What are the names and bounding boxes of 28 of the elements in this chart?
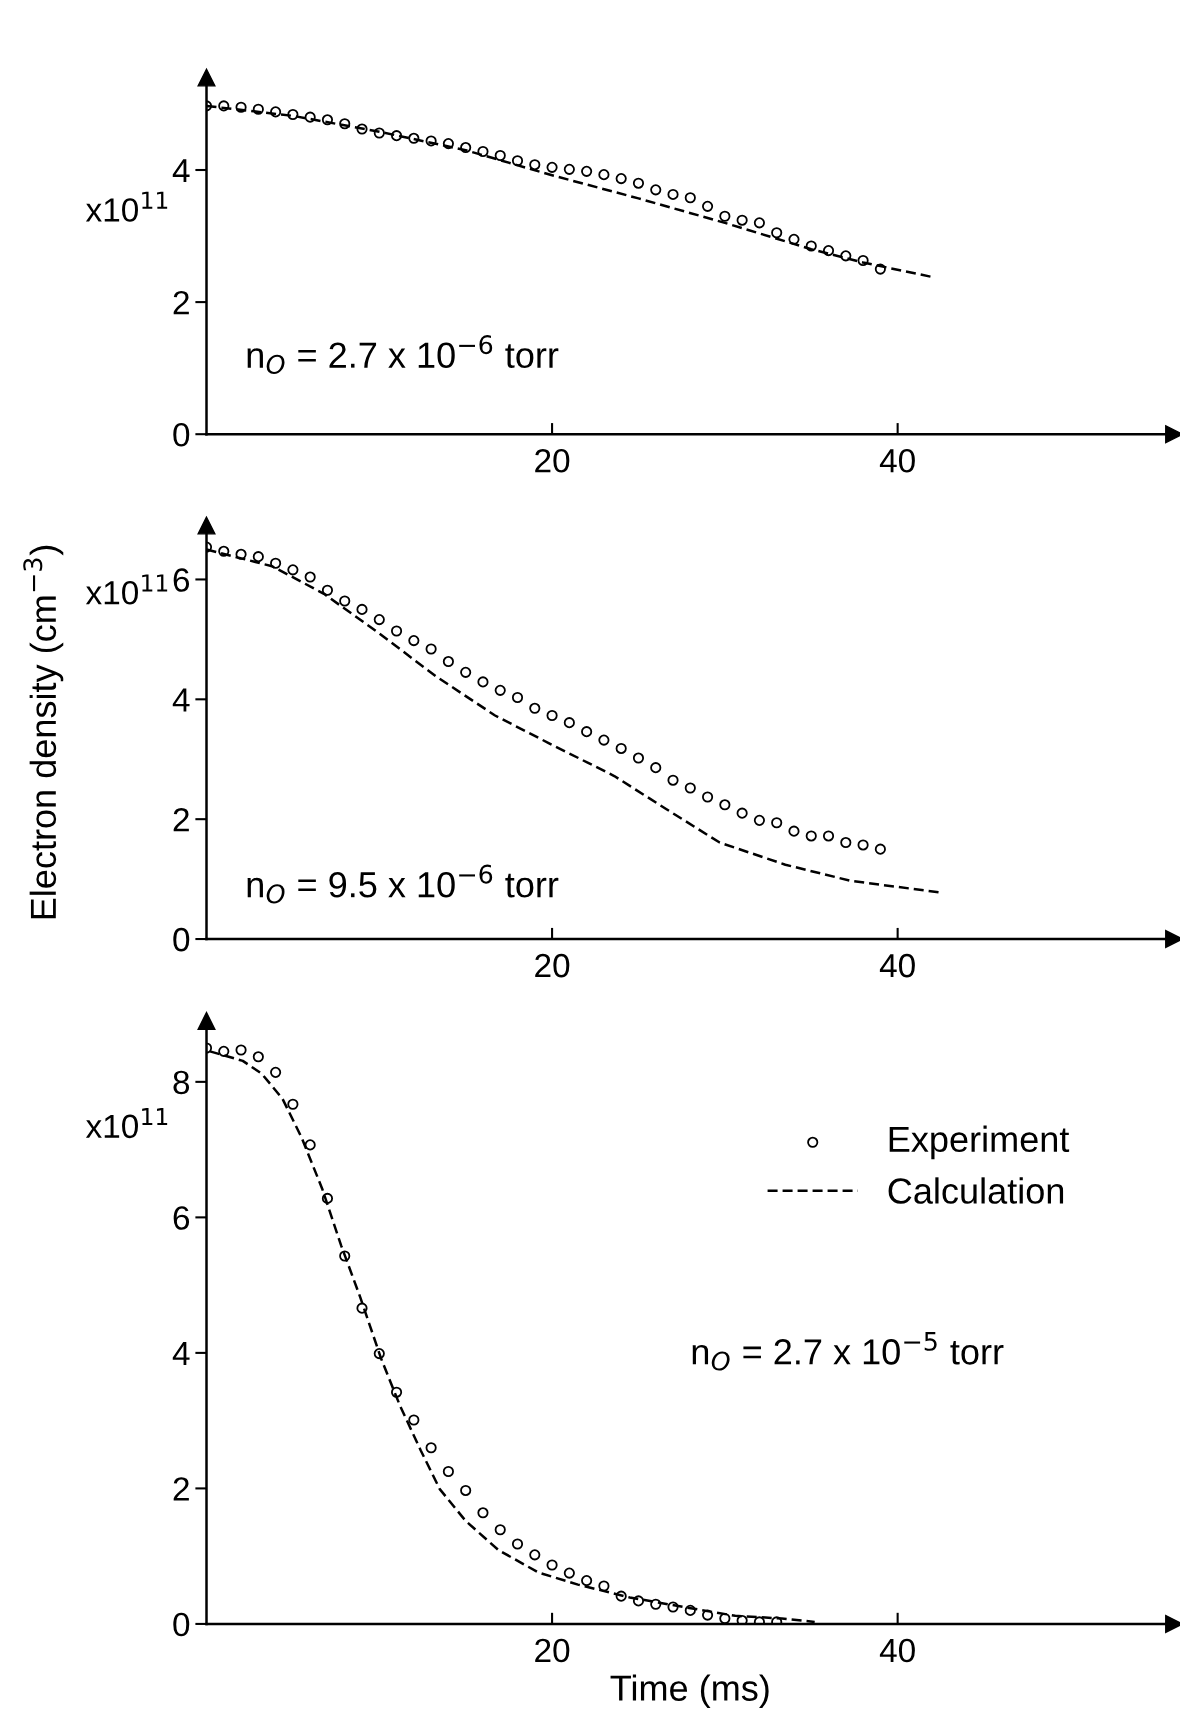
x-tick-label: 20 bbox=[535, 448, 570, 473]
y-tick-label: 6 bbox=[173, 568, 190, 592]
annotation: n$_{O}$ = 2.7 x 10$^{−5}$ torr bbox=[692, 1332, 1004, 1371]
x-tick-label: 40 bbox=[879, 953, 915, 978]
annotation: n$_{O}$ = 9.5 x 10$^{−6}$ torr bbox=[247, 864, 559, 904]
legend-label: Calculation bbox=[888, 1177, 1064, 1204]
text: x10$^{11}$ bbox=[85, 191, 168, 222]
y-axis-title: Electron density (cm$^{−3}$) bbox=[23, 545, 64, 919]
text: x10$^{11}$ bbox=[85, 1108, 168, 1139]
y-tick-label: 0 bbox=[173, 927, 190, 952]
y-tick-label: 6 bbox=[173, 1206, 190, 1230]
x-tick-label: 40 bbox=[879, 448, 915, 473]
x-tick-label: 20 bbox=[535, 1638, 570, 1663]
y-tick-label: 8 bbox=[173, 1070, 190, 1095]
legend-label: Experiment bbox=[889, 1125, 1070, 1160]
x-axis-title: Time (ms) bbox=[610, 1674, 769, 1709]
y-tick-label: 2 bbox=[173, 1477, 189, 1501]
x-tick-label: 20 bbox=[535, 953, 570, 978]
y-tick-label: 2 bbox=[173, 290, 189, 315]
y-tick-label: 4 bbox=[172, 159, 190, 183]
y-tick-label: 0 bbox=[173, 423, 190, 447]
y-tick-label: 4 bbox=[172, 688, 190, 712]
annotation: n$_{O}$ = 2.7 x 10$^{−6}$ torr bbox=[247, 335, 559, 374]
text: x10$^{11}$ bbox=[85, 574, 168, 605]
y-tick-label: 0 bbox=[173, 1612, 190, 1637]
y-tick-label: 2 bbox=[173, 807, 189, 832]
x-tick-label: 40 bbox=[879, 1638, 915, 1663]
y-tick-label: 4 bbox=[172, 1342, 190, 1365]
